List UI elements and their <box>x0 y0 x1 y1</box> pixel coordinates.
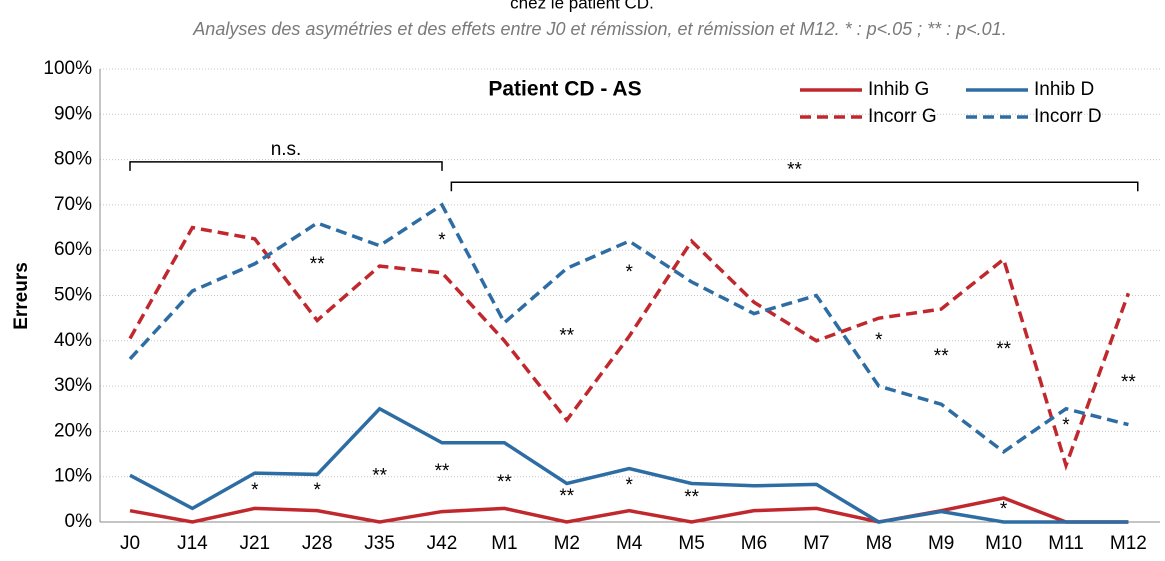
y-tick-label: 80% <box>54 149 92 170</box>
x-tick-label: J42 <box>427 533 458 554</box>
annotation: ** <box>934 346 949 367</box>
annotation: ** <box>497 472 512 493</box>
legend-label: Incorr G <box>868 106 937 127</box>
annotation: * <box>251 480 259 501</box>
annotation: * <box>1000 499 1008 520</box>
chart-title: Patient CD - AS <box>488 78 641 101</box>
annotation: ** <box>559 325 574 346</box>
annotation: ** <box>559 486 574 507</box>
series-line <box>128 202 1129 454</box>
annotation: * <box>1062 415 1070 436</box>
annotation: ** <box>435 461 450 482</box>
annotation: ** <box>996 339 1011 360</box>
x-tick-label: M10 <box>985 533 1022 554</box>
annotation: ** <box>684 487 699 508</box>
y-tick-label: 0% <box>65 511 93 532</box>
series-line <box>129 406 1129 524</box>
y-tick-label: 40% <box>54 330 92 351</box>
y-tick-label: 50% <box>54 285 92 306</box>
y-tick-label: 90% <box>54 103 92 124</box>
x-tick-label: J35 <box>364 533 395 554</box>
y-tick-label: 20% <box>54 420 92 441</box>
x-tick-label: J21 <box>239 533 270 554</box>
annotation: ** <box>372 466 387 487</box>
subtitle: Analyses des asymétries et des effets en… <box>192 19 1006 39</box>
series-line <box>129 496 1129 524</box>
y-tick-label: 70% <box>54 194 92 215</box>
annotation: * <box>313 480 321 501</box>
x-tick-label: M1 <box>491 533 517 554</box>
x-tick-label: J14 <box>177 533 208 554</box>
legend-label: Incorr D <box>1034 106 1102 127</box>
legend-label: Inhib G <box>868 79 929 100</box>
y-tick-label: 100% <box>43 58 92 79</box>
bracket-label: ** <box>787 159 802 180</box>
legend-label: Inhib D <box>1034 79 1094 100</box>
y-tick-label: 30% <box>54 375 92 396</box>
annotation: ** <box>310 254 325 275</box>
annotation: * <box>625 262 633 283</box>
x-tick-label: M7 <box>803 533 829 554</box>
x-tick-label: M9 <box>928 533 954 554</box>
series-line <box>128 225 1131 471</box>
x-tick-label: M2 <box>554 533 580 554</box>
y-axis-label: Erreurs <box>11 262 32 330</box>
x-tick-label: J28 <box>302 533 333 554</box>
annotation: ** <box>1121 372 1136 393</box>
x-tick-label: M6 <box>741 533 767 554</box>
x-tick-label: M4 <box>616 533 643 554</box>
heading: chez le patient CD. <box>510 0 654 12</box>
x-tick-label: J0 <box>120 533 140 554</box>
x-tick-label: M11 <box>1048 533 1084 554</box>
annotation: * <box>438 230 446 251</box>
bracket <box>129 161 443 171</box>
x-tick-label: M8 <box>866 533 892 554</box>
bracket-label: n.s. <box>271 139 302 160</box>
x-tick-label: M12 <box>1110 533 1147 554</box>
y-tick-label: 10% <box>54 466 92 487</box>
annotation: * <box>875 330 883 351</box>
y-tick-label: 60% <box>54 239 92 260</box>
annotation: * <box>625 475 633 496</box>
x-tick-label: M5 <box>678 533 704 554</box>
bracket <box>450 181 1139 192</box>
